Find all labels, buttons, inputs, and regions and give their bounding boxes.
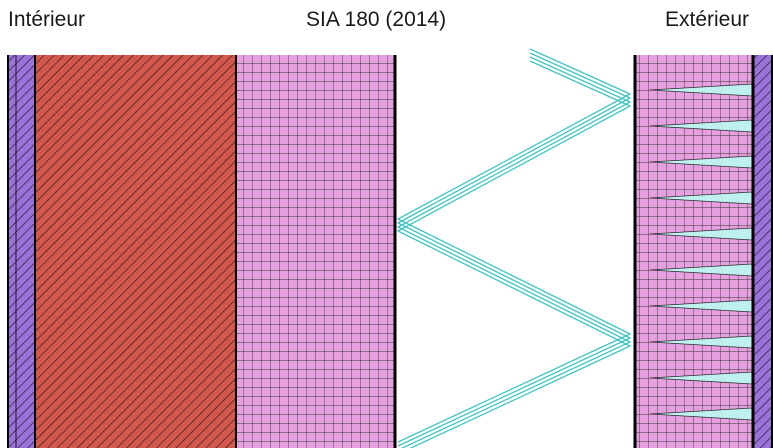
exterior-label: Extérieur [665,8,750,31]
zigzag-insulation [397,48,631,448]
layer-insulation-outer [635,55,753,448]
layer-plaster-inner [8,55,35,448]
layer-brick-masonry [35,55,236,448]
diagram-title: SIA 180 (2014) [306,8,447,31]
zigzag-strand [397,48,631,443]
interior-label: Intérieur [8,8,86,31]
layer-borders [7,55,773,448]
zigzag-strand [397,56,631,448]
layer-air-cavity [395,55,635,448]
zigzag-strand [397,52,631,447]
zigzag-strand [397,60,631,448]
layer-insulation-inner [236,55,395,448]
layer-cladding-outer [753,55,773,448]
